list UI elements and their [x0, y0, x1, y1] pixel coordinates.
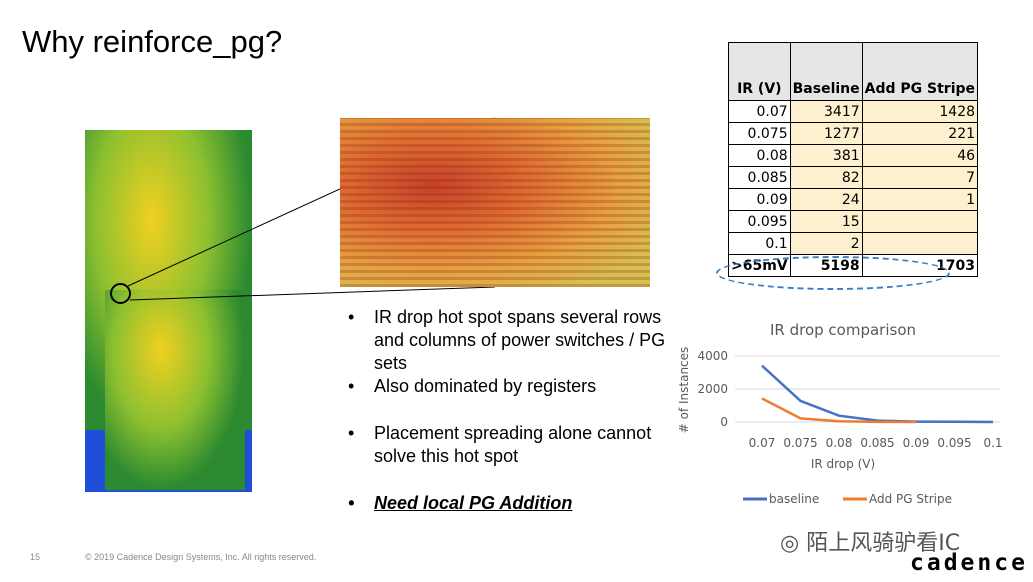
hotspot-circle [110, 283, 131, 304]
chart-title: IR drop comparison [770, 321, 916, 339]
table-row: 0.075 1277 221 [728, 122, 979, 145]
table-row: 0.07 3417 1428 [728, 100, 979, 123]
y-tick-label: 2000 [697, 382, 728, 396]
table-cell [861, 232, 979, 255]
slide-title: Why reinforce_pg? [22, 24, 283, 59]
table-cell: 0.095 [728, 210, 791, 233]
table-row: 0.1 2 [728, 232, 979, 255]
table-cell: 221 [861, 122, 979, 145]
table-cell: 1 [861, 188, 979, 211]
x-tick-label: 0.075 [783, 436, 817, 450]
table-cell: 0.085 [728, 166, 791, 189]
table-cell: 24 [789, 188, 863, 211]
header-baseline: Baseline [789, 42, 863, 101]
y-axis-label: # of Instances [677, 347, 691, 434]
x-tick-label: 0.095 [937, 436, 971, 450]
table-row: 0.085 82 7 [728, 166, 979, 189]
hotspot-zoom-image [340, 118, 650, 287]
table-cell: 46 [861, 144, 979, 167]
series-line-0 [761, 364, 994, 424]
table-cell: 1277 [789, 122, 863, 145]
table-cell: 1428 [861, 100, 979, 123]
cadence-logo: cadence [910, 550, 1028, 576]
bullet: Placement spreading alone cannot solve t… [348, 422, 668, 468]
table-row: 0.08 381 46 [728, 144, 979, 167]
table-cell: 82 [789, 166, 863, 189]
table-cell: 0.07 [728, 100, 791, 123]
table-cell: 7 [861, 166, 979, 189]
y-tick-label: 4000 [697, 349, 728, 363]
x-tick-label: 0.085 [860, 436, 894, 450]
x-tick-label: 0.1 [983, 436, 1002, 450]
highlight-ellipse [716, 256, 950, 290]
table-cell [861, 210, 979, 233]
series-line-1 [761, 397, 917, 424]
table-cell: 2 [789, 232, 863, 255]
table-cell: 3417 [789, 100, 863, 123]
x-tick-label: 0.07 [749, 436, 776, 450]
page-number: 15 [30, 552, 41, 562]
legend-label: baseline [769, 492, 819, 506]
ir-drop-layout-map [85, 130, 252, 492]
bullet: IR drop hot spot spans several rows and … [348, 306, 668, 375]
table-row: 0.09 24 1 [728, 188, 979, 211]
table-cell: 0.075 [728, 122, 791, 145]
bullet-list: IR drop hot spot spans several rows and … [348, 306, 668, 515]
x-tick-label: 0.08 [826, 436, 853, 450]
table-header: IR (V) Baseline Add PG Stripe [728, 42, 979, 101]
ir-table: IR (V) Baseline Add PG Stripe 0.07 3417 14… [728, 42, 979, 277]
wechat-icon: ◎ [780, 531, 807, 556]
table-row: 0.095 15 [728, 210, 979, 233]
header-add-pg: Add PG Stripe [861, 42, 979, 101]
x-axis-label: IR drop (V) [811, 457, 875, 471]
ir-drop-chart: IR drop comparison 0 2000 4000 0.07 0.075 0.0… [677, 321, 1003, 506]
bullet-emphasis: Need local PG Addition [348, 492, 668, 515]
watermark: ◎ 陌上风骑驴看IC [780, 531, 961, 556]
legend-label: Add PG Stripe [869, 492, 952, 506]
table-cell: 0.08 [728, 144, 791, 167]
x-tick-label: 0.09 [903, 436, 930, 450]
copyright: © 2019 Cadence Design Systems, Inc. All … [85, 552, 317, 562]
table-cell: 381 [789, 144, 863, 167]
table-cell: 0.09 [728, 188, 791, 211]
bullet: Also dominated by registers [348, 375, 668, 398]
header-ir: IR (V) [728, 42, 791, 101]
table-cell: 0.1 [728, 232, 791, 255]
y-tick-label: 0 [720, 415, 728, 429]
table-cell: 15 [789, 210, 863, 233]
